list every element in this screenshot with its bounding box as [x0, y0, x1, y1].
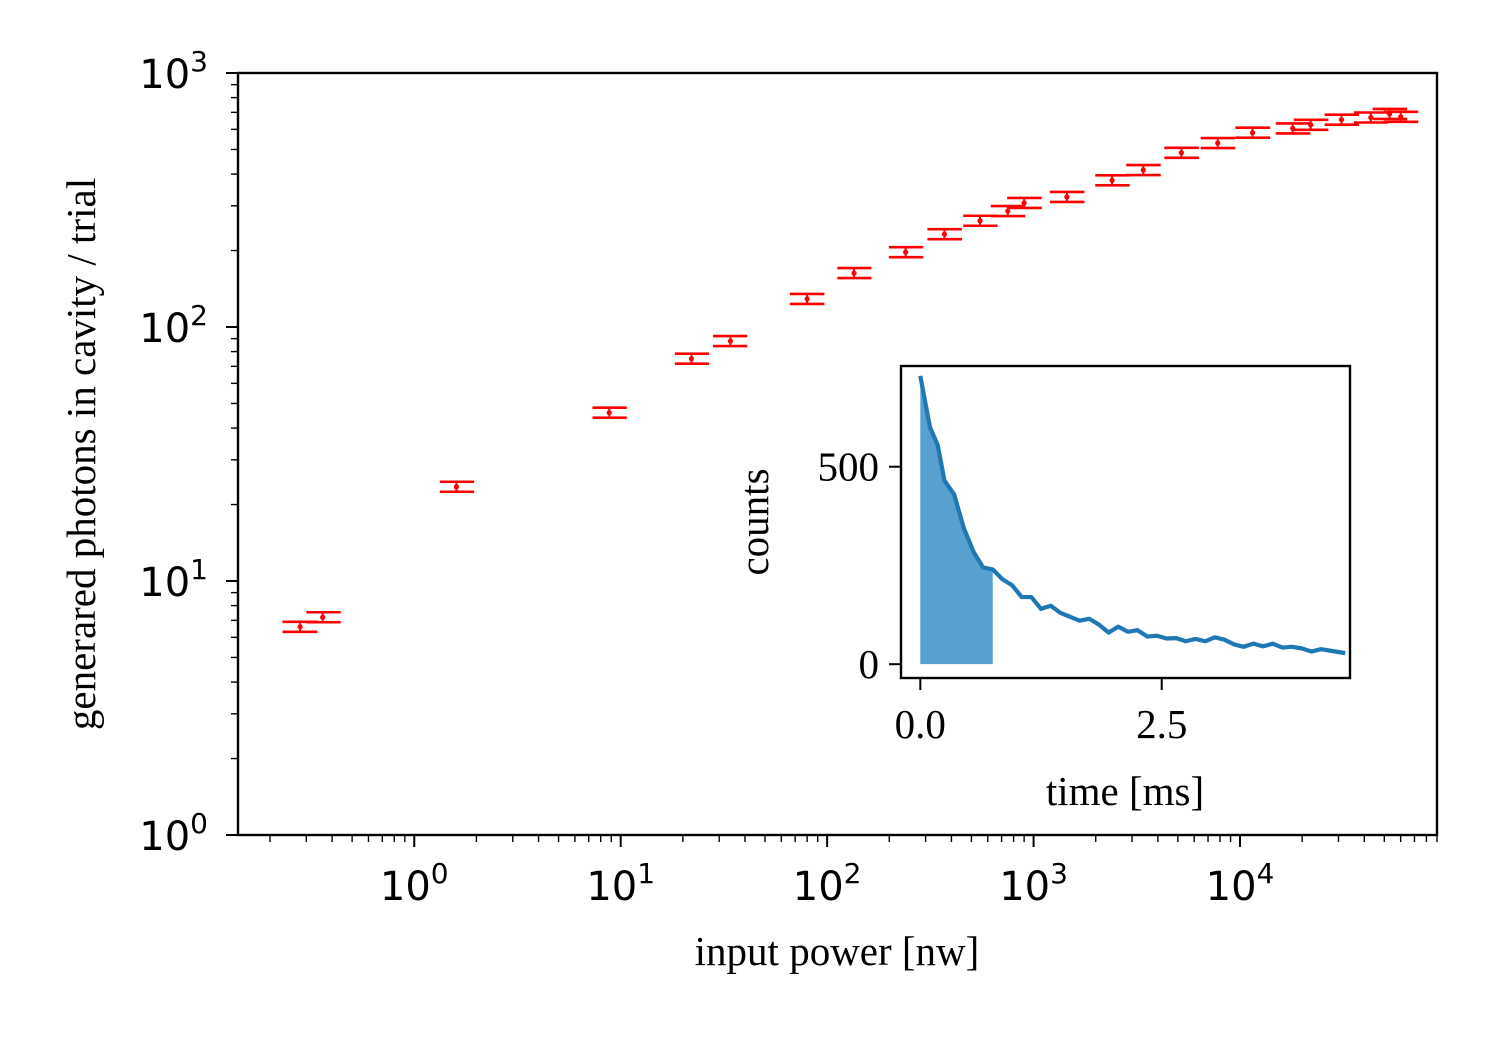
main-plot-frame: [236, 71, 1439, 837]
x-tick-label: 102: [793, 857, 862, 910]
marker: [727, 338, 734, 344]
data-point: [789, 292, 825, 306]
data-point: [1383, 110, 1419, 124]
y-tick-label: 100: [139, 807, 208, 860]
data-point: [1200, 136, 1236, 150]
marker: [1398, 114, 1404, 120]
inset-x-tick-label: 0.0: [895, 701, 946, 747]
data-point: [1164, 146, 1199, 160]
inset-curve-line: [918, 375, 1346, 656]
data-point: [1324, 113, 1359, 126]
data-point: [888, 245, 924, 259]
x-tick-label: 104: [1206, 857, 1275, 910]
marker: [903, 249, 909, 255]
marker: [1109, 177, 1115, 183]
marker: [941, 231, 948, 237]
marker: [1338, 117, 1345, 123]
marker: [320, 614, 326, 620]
x-tick-label: 103: [999, 857, 1068, 910]
data-point: [1235, 126, 1271, 140]
y-tick-label: 102: [139, 299, 208, 352]
marker: [804, 296, 810, 302]
marker: [688, 356, 694, 362]
data-point: [1353, 111, 1389, 124]
data-point: [439, 480, 475, 494]
marker: [297, 624, 303, 630]
inset-x-axis-label: time [ms]: [1046, 768, 1204, 814]
inset-x-tick-label: 2.5: [1136, 701, 1187, 747]
marker: [1021, 200, 1027, 206]
marker: [851, 270, 857, 276]
y-tick-label: 103: [139, 45, 208, 98]
marker: [1368, 114, 1374, 121]
marker: [1215, 140, 1221, 146]
data-point: [306, 610, 341, 624]
inset-plot-frame: [899, 364, 1352, 680]
y-tick-label: 101: [139, 553, 208, 606]
inset-filled-area: [920, 375, 993, 665]
main-data-points: [282, 107, 1419, 634]
marker: [606, 410, 612, 416]
x-tick-label: 100: [380, 857, 449, 910]
data-point: [713, 334, 748, 348]
data-point: [837, 266, 872, 280]
marker: [977, 218, 983, 224]
inset-y-tick-label: 0: [859, 641, 880, 687]
marker: [1308, 122, 1314, 128]
marker: [1249, 130, 1256, 136]
inset-axis-ticks: 0.0 2.5 0 500: [818, 444, 1188, 747]
marker: [1140, 167, 1146, 173]
main-x-axis-label: input power [nw]: [695, 928, 980, 974]
inset-decay-curve: [918, 375, 1346, 665]
x-tick-label: 101: [586, 857, 655, 910]
data-point: [592, 406, 627, 419]
marker: [1005, 208, 1011, 214]
marker: [1064, 194, 1070, 200]
data-point: [1126, 163, 1161, 177]
inset-y-tick-label: 500: [818, 444, 880, 490]
data-point: [1007, 196, 1042, 210]
marker: [1178, 150, 1184, 156]
data-point: [1275, 122, 1311, 135]
main-y-axis-label: generared photons in cavity / trial: [58, 178, 104, 730]
marker: [453, 484, 460, 490]
data-point: [1095, 174, 1130, 187]
data-point: [674, 352, 710, 366]
inset-y-axis-label: counts: [731, 468, 777, 575]
data-point: [1293, 118, 1329, 132]
data-point: [1049, 190, 1085, 204]
data-point: [927, 227, 962, 241]
